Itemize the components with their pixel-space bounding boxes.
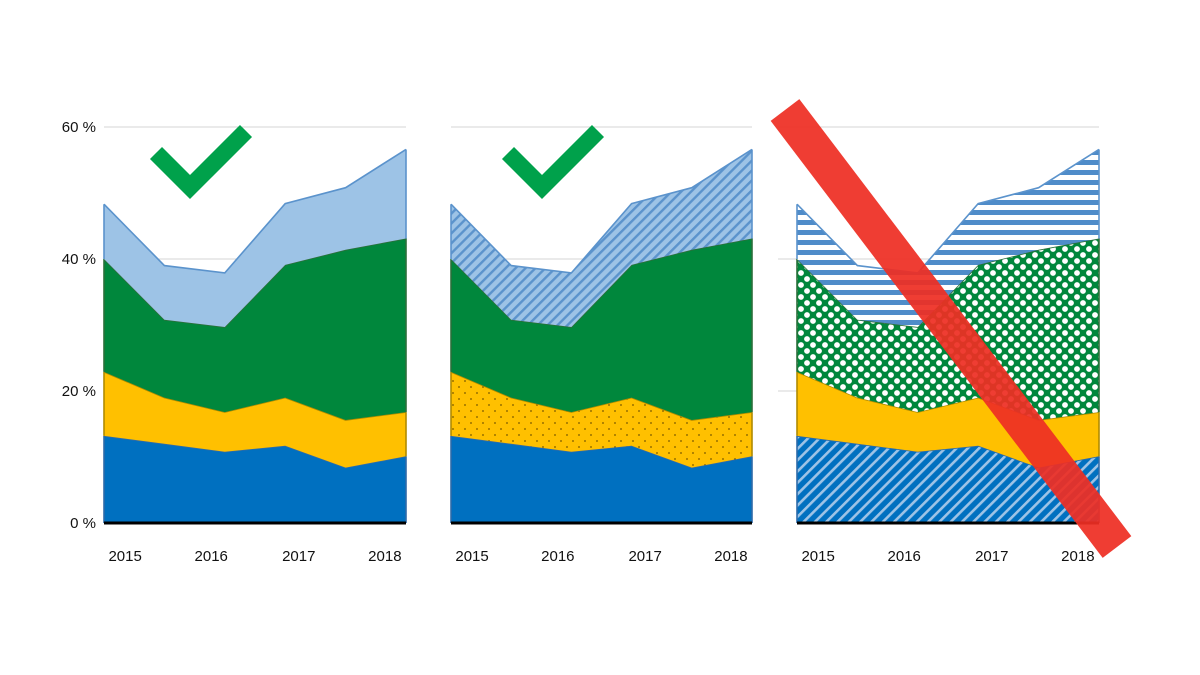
- y-tick-label: 0 %: [70, 515, 96, 532]
- x-tick-label: 2016: [195, 548, 228, 565]
- area-layer-light-blue: [104, 149, 406, 327]
- check-mark-icon: [149, 124, 253, 200]
- cross-out-icon: [770, 99, 1132, 558]
- verdict-marks: [149, 99, 1132, 558]
- y-tick-label: 60 %: [62, 119, 96, 136]
- x-tick-label: 2018: [1061, 548, 1094, 565]
- area-layer-light-blue: [451, 149, 752, 327]
- y-tick-label: 20 %: [62, 383, 96, 400]
- area-layer-light-blue-edge: [103, 148, 407, 274]
- x-tick-label: 2015: [108, 548, 141, 565]
- x-tick-label: 2016: [888, 548, 921, 565]
- area-layer-light-blue-edge: [450, 148, 753, 274]
- y-tick-label: 40 %: [62, 251, 96, 268]
- x-tick-label: 2018: [368, 548, 401, 565]
- area-layer-green: [451, 238, 752, 420]
- area-layer-yellow: [104, 371, 406, 468]
- area-layer-light-blue: [797, 149, 1099, 327]
- x-tick-label: 2018: [714, 548, 747, 565]
- chart-panel-partial-patterns: 2015 2016 2017 2018: [450, 126, 753, 565]
- x-tick-label: 2017: [975, 548, 1008, 565]
- area-layer-blue: [451, 435, 752, 523]
- area-layer-light-blue-edge: [796, 148, 1100, 274]
- x-tick-label: 2017: [628, 548, 661, 565]
- area-layer-blue: [797, 435, 1099, 523]
- y-axis: 0 % 20 % 40 % 60 %: [62, 119, 96, 532]
- x-tick-label: 2015: [455, 548, 488, 565]
- area-layer-green: [104, 238, 406, 420]
- area-layer-blue: [104, 435, 406, 523]
- check-mark-icon: [501, 124, 605, 200]
- x-tick-label: 2015: [801, 548, 834, 565]
- x-tick-label: 2016: [541, 548, 574, 565]
- x-tick-label: 2017: [282, 548, 315, 565]
- chart-panel-solid: 2015 2016 2017 2018: [103, 126, 407, 565]
- area-layer-yellow: [451, 371, 752, 468]
